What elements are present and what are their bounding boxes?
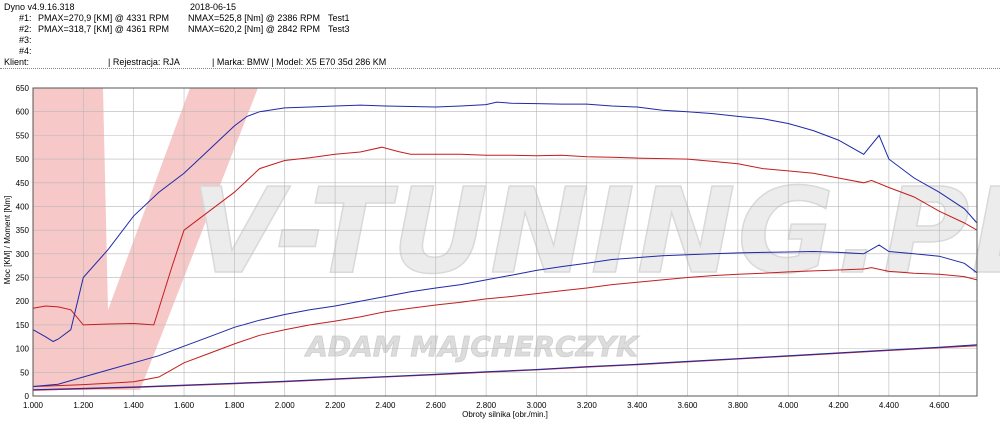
- y-tick-label: 150: [16, 321, 30, 330]
- x-tick-label: 2.200: [325, 401, 346, 410]
- plot-frame: [32, 87, 978, 397]
- x-tick-label: 4.000: [778, 401, 799, 410]
- x-tick-label: 1.400: [124, 401, 145, 410]
- y-tick-label: 600: [16, 108, 30, 117]
- x-tick-label: 3.600: [677, 401, 698, 410]
- x-tick-label: 4.400: [879, 401, 900, 410]
- run-2-name: Test3: [328, 24, 350, 34]
- run-2-nmax: NMAX=620,2 [Nm] @ 2842 RPM: [188, 24, 320, 34]
- series-group: [32, 101, 978, 391]
- run-2-label: #2:: [19, 24, 32, 34]
- run-1-label: #1:: [19, 13, 32, 23]
- x-tick-label: 2.800: [476, 401, 497, 410]
- registration-field: | Rejestracja: RJA: [108, 57, 180, 67]
- x-tick-label: 4.600: [929, 401, 950, 410]
- y-tick-label: 50: [20, 368, 29, 377]
- x-tick-label: 4.200: [829, 401, 850, 410]
- client-label: Klient:: [4, 57, 30, 67]
- vehicle-field: | Marka: BMW | Model: X5 E70 35d 286 KM: [212, 57, 387, 67]
- x-tick-label: 3.200: [577, 401, 598, 410]
- x-tick-label: 1.600: [174, 401, 195, 410]
- y-tick-label: 450: [16, 179, 30, 188]
- watermark-v-shape: [33, 88, 258, 390]
- y-tick-label: 300: [16, 250, 30, 259]
- x-tick-label: 2.600: [426, 401, 447, 410]
- app-version: Dyno v4.9.16.318: [4, 2, 75, 12]
- header-divider: [0, 68, 1000, 69]
- run-1-nmax: NMAX=525,8 [Nm] @ 2386 RPM: [188, 13, 320, 23]
- x-tick-label: 2.400: [375, 401, 396, 410]
- y-tick-label: 650: [16, 84, 30, 93]
- x-tick-label: 2.000: [275, 401, 296, 410]
- axes: 0 50 100 150 200 250 300 350 400 450 500 550 600 650 1…: [16, 84, 978, 410]
- y-tick-label: 500: [16, 155, 30, 164]
- x-tick-label: 3.800: [728, 401, 749, 410]
- x-tick-label: 1.800: [224, 401, 245, 410]
- x-tick-label: 1.200: [73, 401, 94, 410]
- series-line-test3-power: [32, 244, 978, 387]
- run-1-pmax: PMAX=270,9 [KM] @ 4331 RPM: [38, 13, 169, 23]
- y-tick-label: 250: [16, 274, 30, 283]
- watermark-owner-text: ADAM MAJCHERCZYK: [304, 330, 640, 363]
- y-tick-label: 400: [16, 202, 30, 211]
- report-date: 2018-06-15: [190, 2, 237, 12]
- y-axis-label: Moc [KM] / Moment [Nm]: [3, 196, 12, 284]
- x-tick-label: 3.400: [627, 401, 648, 410]
- y-tick-label: 550: [16, 131, 30, 140]
- run-1-name: Test1: [328, 13, 350, 23]
- run-4-label: #4:: [19, 46, 32, 56]
- x-tick-label: 3.000: [526, 401, 547, 410]
- run-2-pmax: PMAX=318,7 [KM] @ 4361 RPM: [38, 24, 169, 34]
- series-line-test3-torque: [32, 101, 978, 343]
- watermark: V-TUNING.PL ADAM MAJCHERCZYK: [33, 88, 1000, 390]
- y-tick-label: 0: [25, 392, 30, 401]
- x-tick-label: 1.000: [23, 401, 44, 410]
- run-3-label: #3:: [19, 35, 32, 45]
- y-tick-label: 100: [16, 345, 30, 354]
- series-line-test3-losses: [32, 344, 978, 391]
- y-tick-label: 350: [16, 226, 30, 235]
- y-tick-label: 200: [16, 297, 30, 306]
- series-line-test1-torque: [32, 146, 978, 326]
- series-line-test1-power: [32, 267, 978, 387]
- x-axis-label: Obroty silnika [obr./min.]: [462, 410, 548, 419]
